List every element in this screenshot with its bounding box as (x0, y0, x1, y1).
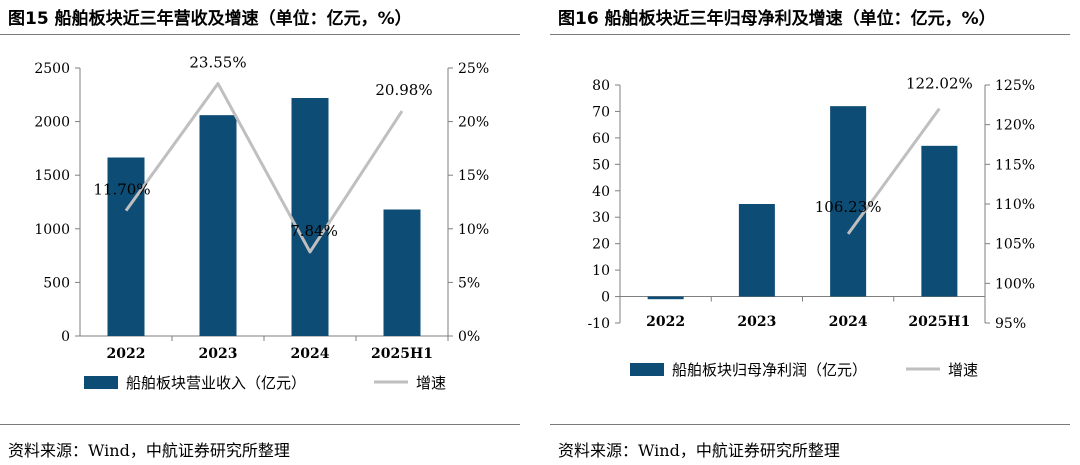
legend-bar-label: 船舶板块归母净利润（亿元） (672, 361, 867, 379)
category-label: 2023 (199, 346, 238, 362)
bottom-rule (0, 424, 520, 425)
legend-line-label: 增速 (416, 374, 446, 392)
right-tick-label: 110% (995, 197, 1035, 213)
right-tick-label: 125% (995, 78, 1035, 94)
left-tick-label: 1000 (34, 222, 70, 238)
left-tick-label: 80 (592, 78, 610, 94)
bar (647, 296, 684, 300)
right-tick-label: 115% (995, 157, 1035, 173)
bar (107, 157, 145, 336)
left-tick-label: 0 (61, 329, 70, 345)
growth-data-label: 106.23% (815, 198, 882, 216)
bar (921, 145, 958, 297)
left-tick-label: 500 (43, 275, 70, 291)
category-label: 2022 (646, 314, 685, 330)
revenue-chart: 0 500 1000 1500 2000 2500 0% 5% 10% 15% 20% 25% 2022… (34, 54, 489, 392)
revenue-chart-panel: 图15 船舶板块近三年营收及增速（单位：亿元，%） 0 500 1000 1500 20… (0, 0, 530, 465)
chart-source: 资料来源：Wind，中航证券研究所整理 (558, 441, 840, 460)
growth-line (846, 107, 941, 235)
category-label: 2023 (737, 314, 776, 330)
left-tick-label: 60 (592, 131, 610, 147)
left-tick-label: 2000 (34, 115, 70, 131)
left-tick-label: 50 (592, 157, 610, 173)
right-tick-label: 20% (458, 115, 489, 131)
growth-data-label: 23.55% (189, 54, 246, 72)
legend-bar-swatch (84, 376, 118, 389)
right-tick-label: 105% (995, 237, 1035, 253)
bar (199, 115, 237, 336)
growth-data-label: 11.70% (93, 181, 150, 199)
profit-chart-panel: 图16 船舶板块近三年归母净利及增速（单位：亿元，%） -10 0 10 20 30 40… (550, 0, 1080, 465)
bar (738, 204, 775, 297)
left-tick-label: 2500 (34, 61, 70, 77)
chart-source: 资料来源：Wind，中航证券研究所整理 (8, 441, 290, 460)
category-label: 2024 (829, 314, 868, 330)
growth-line (124, 82, 404, 254)
category-label: 2024 (291, 346, 330, 362)
growth-data-label: 122.02% (906, 75, 973, 93)
chart-title: 图15 船舶板块近三年营收及增速（单位：亿元，%） (8, 9, 412, 29)
left-tick-label: 70 (592, 104, 610, 120)
left-tick-label: 1500 (34, 168, 70, 184)
growth-data-label: 20.98% (375, 81, 432, 99)
bottom-rule (550, 424, 1070, 425)
legend-bar-label: 船舶板块营业收入（亿元） (126, 374, 306, 392)
top-rule (550, 34, 1070, 35)
legend-bar-swatch (630, 363, 664, 376)
left-tick-label: 20 (592, 237, 610, 253)
category-label: 2025H1 (371, 346, 433, 362)
bar (383, 209, 421, 336)
bar (291, 98, 329, 337)
right-tick-label: 15% (458, 168, 489, 184)
left-tick-label: 30 (592, 210, 610, 226)
left-tick-label: -10 (587, 316, 610, 332)
right-tick-label: 5% (458, 275, 480, 291)
growth-data-label: 7.84% (290, 222, 338, 240)
top-rule (0, 34, 520, 35)
category-label: 2022 (107, 346, 146, 362)
left-tick-label: 10 (592, 263, 610, 279)
right-tick-label: 10% (458, 222, 489, 238)
right-tick-label: 100% (995, 276, 1035, 292)
right-tick-label: 25% (458, 61, 489, 77)
profit-chart: -10 0 10 20 30 40 50 60 70 80 95% 100% 105% 110% 115% 1… (587, 75, 1035, 379)
chart-title: 图16 船舶板块近三年归母净利及增速（单位：亿元，%） (558, 9, 996, 29)
right-tick-label: 95% (995, 316, 1026, 332)
legend-line-label: 增速 (948, 361, 978, 379)
right-tick-label: 120% (995, 118, 1035, 134)
right-tick-label: 0% (458, 329, 480, 345)
left-tick-label: 0 (601, 290, 610, 306)
category-label: 2025H1 (908, 314, 970, 330)
left-tick-label: 40 (592, 184, 610, 200)
bar (830, 106, 867, 297)
